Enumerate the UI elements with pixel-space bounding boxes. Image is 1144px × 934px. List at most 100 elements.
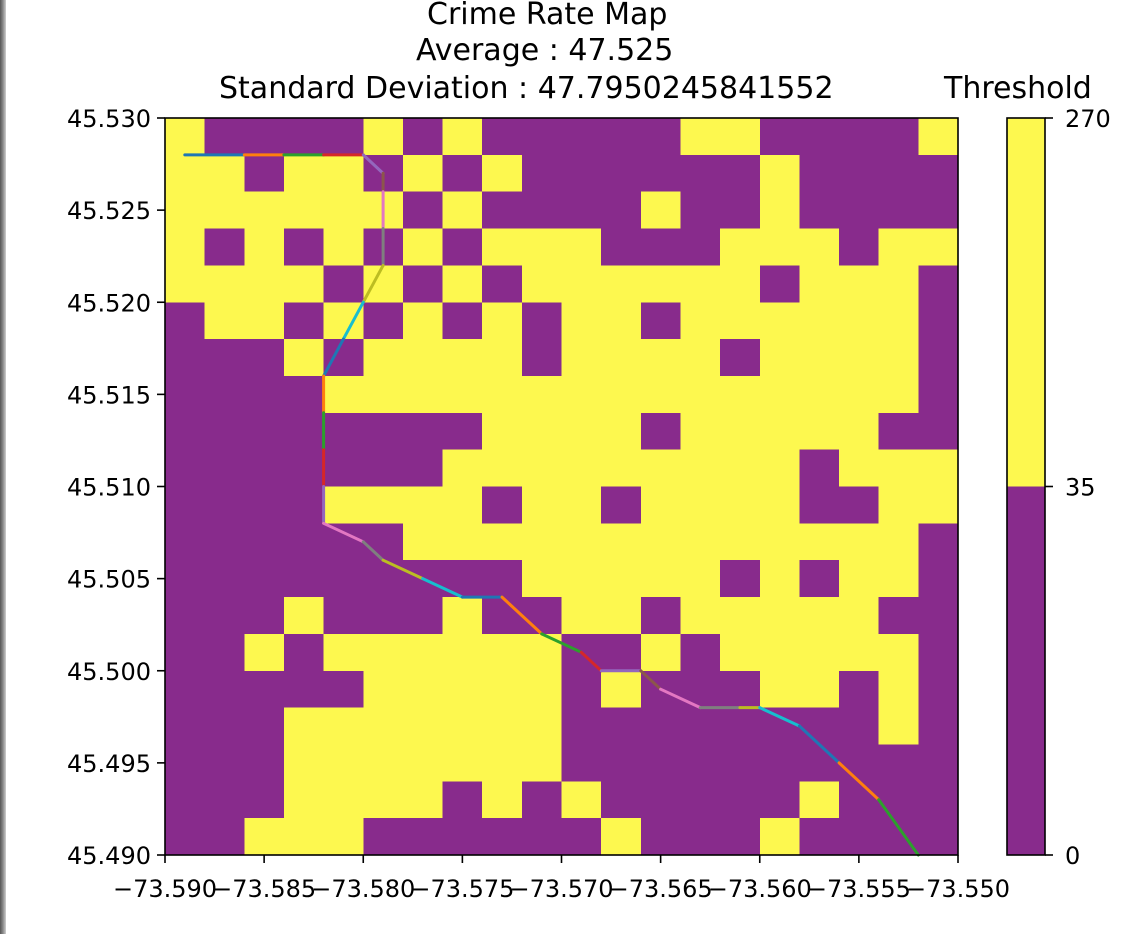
heatmap-cell	[839, 670, 880, 709]
heatmap-cell	[878, 191, 919, 230]
heatmap-cell	[482, 781, 523, 819]
heatmap-cell	[482, 560, 523, 598]
y-tick-label: 45.525	[67, 197, 151, 225]
heatmap-cell	[402, 118, 444, 156]
heatmap-cell	[720, 781, 761, 819]
heatmap-cell	[521, 744, 563, 782]
heatmap-cell	[640, 339, 682, 377]
heatmap-cell	[759, 486, 800, 524]
heatmap-cell	[680, 375, 721, 414]
heatmap-cell	[680, 523, 721, 561]
heatmap-cell	[323, 597, 364, 635]
heatmap-cell	[839, 707, 880, 746]
y-tick-label: 45.520	[67, 289, 151, 317]
x-tick-label: −73.570	[509, 875, 613, 903]
heatmap-cell	[244, 707, 285, 746]
colorbar-tick-label: 35	[1065, 474, 1096, 502]
heatmap-cell	[363, 670, 404, 709]
heatmap-cell	[204, 744, 245, 782]
heatmap-cell	[601, 154, 642, 193]
heatmap-cell	[799, 560, 840, 598]
heatmap-cell	[482, 597, 523, 635]
heatmap-cell	[283, 154, 325, 193]
heatmap-cell	[878, 670, 919, 709]
heatmap-cell	[640, 118, 682, 156]
heatmap-cell	[283, 118, 325, 156]
route-segment	[361, 540, 385, 562]
colorbar-band-high	[1007, 118, 1045, 487]
route-segment	[579, 650, 603, 673]
heatmap-cell	[720, 597, 761, 635]
heatmap-cell	[442, 633, 483, 672]
heatmap-cell	[759, 707, 800, 746]
heatmap-cell	[720, 670, 761, 709]
heatmap-cell	[283, 744, 325, 782]
heatmap-cell	[720, 154, 761, 193]
heatmap-cell	[442, 523, 483, 561]
colorbar-label: Threshold	[944, 71, 1092, 106]
heatmap-cell	[521, 670, 563, 709]
heatmap-cell	[283, 302, 325, 340]
x-tick-label: −73.585	[212, 875, 316, 903]
heatmap-cell	[878, 560, 919, 598]
heatmap-cell	[720, 486, 761, 524]
route-segment	[500, 595, 544, 636]
heatmap-cell	[918, 154, 959, 193]
heatmap-cell	[244, 118, 285, 156]
heatmap-cell	[482, 744, 523, 782]
heatmap-cell	[323, 818, 364, 856]
heatmap-cell	[402, 265, 444, 303]
heatmap-cell	[165, 118, 206, 156]
heatmap-cell	[363, 597, 404, 635]
chart-title: Crime Rate Map	[427, 0, 668, 32]
heatmap-cell	[839, 412, 880, 451]
heatmap-cell	[521, 339, 563, 377]
heatmap-cell	[601, 302, 642, 340]
heatmap-cell	[680, 154, 721, 193]
heatmap-cell	[839, 228, 880, 266]
heatmap-cell	[601, 744, 642, 782]
heatmap-cell	[601, 781, 642, 819]
heatmap-cell	[839, 560, 880, 598]
heatmap-cell	[918, 818, 959, 856]
heatmap-cell	[442, 781, 483, 819]
heatmap-cell	[799, 523, 840, 561]
heatmap-cell	[521, 818, 563, 856]
heatmap-cell	[799, 633, 840, 672]
heatmap-cell	[720, 191, 761, 230]
heatmap-cell	[799, 118, 840, 156]
heatmap-cell	[601, 118, 642, 156]
heatmap-cell	[839, 375, 880, 414]
heatmap-cell	[482, 633, 523, 672]
heatmap-cell	[283, 818, 325, 856]
heatmap-cell	[720, 633, 761, 672]
heatmap-cell	[839, 339, 880, 377]
heatmap-cell	[759, 597, 800, 635]
heatmap-cell	[283, 265, 325, 303]
heatmap-cell	[363, 449, 404, 488]
heatmap-cell	[799, 449, 840, 488]
heatmap-cell	[601, 597, 642, 635]
x-tick-label: −73.590	[113, 875, 217, 903]
heatmap-cell	[482, 670, 523, 709]
heatmap-cell	[720, 118, 761, 156]
route-segment	[322, 521, 365, 544]
heatmap-cell	[323, 228, 364, 266]
heatmap-cell	[244, 633, 285, 672]
heatmap-cell	[165, 375, 206, 414]
heatmap-cell	[521, 597, 563, 635]
heatmap-cell	[640, 486, 682, 524]
heatmap-cell	[680, 597, 721, 635]
heatmap-cell	[720, 265, 761, 303]
heatmap-cell	[204, 670, 245, 709]
heatmap-cell	[442, 375, 483, 414]
heatmap-cell	[640, 375, 682, 414]
heatmap-cell	[402, 670, 444, 709]
heatmap-cell	[244, 339, 285, 377]
heatmap-cell	[680, 339, 721, 377]
heatmap-cell	[521, 228, 563, 266]
heatmap-cell	[204, 818, 245, 856]
route-segment	[421, 577, 464, 599]
heatmap-cell	[204, 339, 245, 377]
